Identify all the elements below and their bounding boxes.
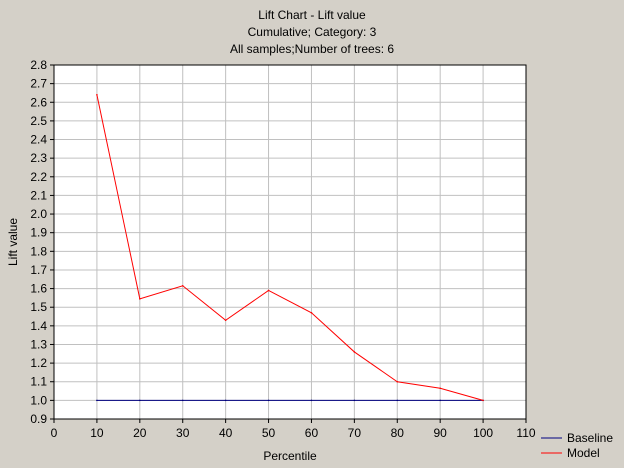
chart-subtitle-2: All samples;Number of trees: 6 <box>230 42 394 56</box>
data-point-model <box>181 284 184 287</box>
x-tick-label: 0 <box>51 426 58 440</box>
data-point-model <box>139 298 141 300</box>
legend-label-baseline: Baseline <box>567 431 613 445</box>
y-tick-label: 1.1 <box>30 375 47 389</box>
data-point-model <box>96 94 98 96</box>
data-point-baseline <box>139 399 141 402</box>
y-tick-label: 1.7 <box>30 263 47 277</box>
y-tick-label: 1.2 <box>30 356 47 370</box>
y-axis-title: Lift value <box>6 218 20 266</box>
data-point-baseline <box>396 399 399 402</box>
x-tick-label: 20 <box>133 426 147 440</box>
chart-subtitle-1: Cumulative; Category: 3 <box>248 25 377 39</box>
axes: 0 10 20 30 40 50 60 70 80 90 100 110 0.9 1.0 1.1 1.2 1.3… <box>30 58 536 440</box>
data-point-model <box>224 319 227 322</box>
data-point-model <box>353 351 356 353</box>
x-tick-label: 10 <box>90 426 104 440</box>
x-tick-label: 60 <box>305 426 319 440</box>
plot-frame <box>53 64 527 420</box>
x-tick-label: 50 <box>262 426 276 440</box>
y-tick-label: 2.1 <box>30 188 47 202</box>
x-tick-label: 100 <box>473 426 493 440</box>
y-tick-label: 0.9 <box>30 412 47 426</box>
y-tick-label: 1.9 <box>30 226 47 240</box>
y-tick-label: 2.2 <box>30 170 47 184</box>
data-point-baseline <box>439 399 441 402</box>
x-tick-label: 110 <box>516 426 535 440</box>
data-point-baseline <box>267 399 270 402</box>
y-tick-label: 2.0 <box>30 207 47 221</box>
x-axis-title: Percentile <box>263 449 317 463</box>
series-lines <box>96 94 484 402</box>
x-tick-label: 90 <box>434 426 448 440</box>
data-point-baseline <box>96 399 98 402</box>
data-point-baseline <box>224 399 227 402</box>
legend-label-model: Model <box>567 446 600 460</box>
y-tick-label: 2.7 <box>30 77 47 91</box>
y-tick-label: 2.4 <box>30 133 47 147</box>
y-tick-label: 1.3 <box>30 337 47 351</box>
y-tick-label: 1.5 <box>30 300 47 314</box>
x-tick-label: 40 <box>219 426 233 440</box>
y-tick-label: 1.4 <box>30 319 47 333</box>
plot-area <box>54 65 526 419</box>
y-tick-label: 2.8 <box>30 58 47 72</box>
series-line-model <box>96 94 484 401</box>
y-tick-label: 1.0 <box>30 393 47 407</box>
y-tick-label: 1.8 <box>30 244 47 258</box>
data-point-baseline <box>310 399 313 402</box>
y-tick-label: 2.5 <box>30 114 47 128</box>
y-tick-label: 2.6 <box>30 95 47 109</box>
data-point-baseline <box>353 399 356 402</box>
y-tick-label: 1.6 <box>30 282 47 296</box>
data-point-model <box>267 289 270 292</box>
chart-title: Lift Chart - Lift value <box>258 8 366 22</box>
data-point-model <box>310 312 313 314</box>
grid-lines <box>54 65 526 419</box>
data-point-model <box>439 387 441 390</box>
data-point-model <box>396 380 399 383</box>
y-tick-label: 2.3 <box>30 151 47 165</box>
data-point-model <box>482 399 484 402</box>
data-point-baseline <box>181 399 184 402</box>
x-tick-label: 70 <box>348 426 362 440</box>
x-tick-label: 30 <box>176 426 190 440</box>
x-tick-label: 80 <box>391 426 405 440</box>
